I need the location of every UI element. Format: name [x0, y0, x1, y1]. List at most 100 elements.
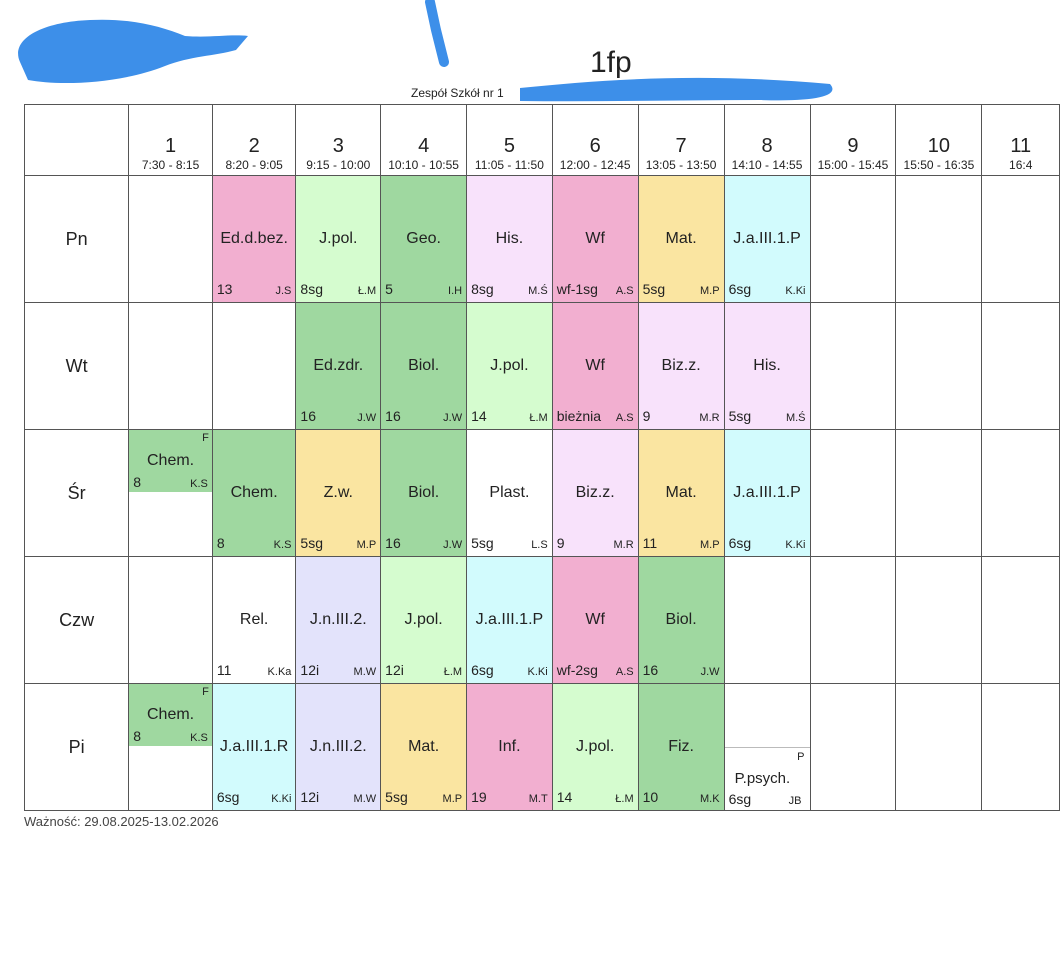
- lesson-teacher: K.S: [190, 732, 208, 744]
- lesson-block[interactable]: P P.psych. 6sg JB: [724, 747, 810, 810]
- lesson-teacher: K.Ki: [271, 793, 292, 805]
- validity-note: Ważność: 29.08.2025-13.02.2026: [24, 814, 219, 829]
- lesson-subject: Mat.: [665, 230, 697, 247]
- lesson-subject: Geo.: [406, 230, 441, 247]
- lesson-block[interactable]: J.a.III.1.P 6sg K.Ki: [724, 430, 810, 556]
- lesson-block[interactable]: Biol. 16 J.W: [381, 303, 467, 429]
- period-number: 2: [248, 135, 260, 157]
- lesson-teacher: A.S: [615, 285, 634, 297]
- lesson-block[interactable]: Mat. 11 M.P: [638, 430, 724, 556]
- day-row: Wt Ed.zdr. 16 J.W Biol. 16 J.W J.pol. 14 Ł.M Wf bie…: [23, 302, 1060, 430]
- lesson-block[interactable]: Wf bieżnia A.S: [552, 303, 638, 429]
- timetable-cell: [723, 556, 811, 684]
- timetable-cell: Ed.d.bez. 13 J.S: [211, 175, 297, 303]
- lesson-block[interactable]: Geo. 5 I.H: [381, 176, 467, 302]
- lesson-room: 12i: [385, 662, 404, 678]
- lesson-room: 8sg: [300, 281, 323, 297]
- lesson-subject: Mat.: [408, 738, 440, 755]
- lesson-room: bieżnia: [556, 408, 602, 424]
- day-row: Pi F Chem. 8 K.S J.a.III.1.R 6sg K.Ki J.n.III.2.…: [23, 683, 1060, 811]
- period-number: 3: [332, 135, 344, 157]
- lesson-block[interactable]: J.n.III.2. 12i M.W: [296, 557, 381, 683]
- lesson-teacher: Ł.M: [615, 793, 634, 805]
- timetable-cell: J.a.III.1.P 6sg K.Ki: [723, 429, 811, 557]
- timetable-cell: J.pol. 14 Ł.M: [466, 302, 553, 430]
- lesson-block[interactable]: J.a.III.1.P 6sg K.Ki: [467, 557, 552, 683]
- lesson-teacher: M.R: [613, 539, 634, 551]
- lesson-room: 5: [385, 281, 393, 297]
- lesson-teacher: M.P: [700, 539, 720, 551]
- timetable-cell: Z.w. 5sg M.P: [295, 429, 382, 557]
- lesson-teacher: M.W: [353, 666, 377, 678]
- lesson-block[interactable]: Biol. 16 J.W: [381, 430, 467, 556]
- lesson-block[interactable]: Wf wf-2sg A.S: [552, 557, 638, 683]
- timetable-cell: J.a.III.1.P 6sg K.Ki: [723, 175, 811, 303]
- lesson-teacher: A.S: [615, 412, 634, 424]
- lesson-block[interactable]: J.pol. 12i Ł.M: [381, 557, 467, 683]
- lesson-subject: Biol.: [408, 357, 440, 374]
- period-number: 9: [847, 135, 859, 157]
- lesson-block[interactable]: F Chem. 8 K.S: [129, 684, 212, 746]
- lesson-block[interactable]: F Chem. 8 K.S: [129, 430, 212, 492]
- lesson-teacher: J.W: [700, 666, 720, 678]
- lesson-block[interactable]: Mat. 5sg M.P: [638, 176, 724, 302]
- lesson-subject: Ed.d.bez.: [220, 230, 288, 247]
- period-number: 6: [589, 135, 601, 157]
- period-time: 9:15 - 10:00: [306, 158, 371, 172]
- lesson-teacher: A.S: [615, 666, 634, 678]
- lesson-teacher: L.S: [531, 539, 548, 551]
- timetable-cell: Biol. 16 J.W: [380, 429, 468, 557]
- lesson-block[interactable]: His. 5sg M.Ś: [724, 303, 810, 429]
- timetable-cell: Inf. 19 M.T: [466, 683, 553, 811]
- timetable-cell: Biz.z. 9 M.R: [637, 302, 725, 430]
- lesson-block[interactable]: Biz.z. 9 M.R: [552, 430, 638, 556]
- timetable-cell: [895, 683, 983, 811]
- lesson-block[interactable]: J.pol. 14 Ł.M: [552, 684, 638, 810]
- period-time: 8:20 - 9:05: [225, 158, 283, 172]
- timetable-cell: [809, 683, 897, 811]
- timetable-cell: [809, 175, 897, 303]
- timetable-cell: [981, 175, 1060, 303]
- lesson-subject: J.pol.: [319, 230, 358, 247]
- lesson-teacher: M.R: [699, 412, 720, 424]
- lesson-block[interactable]: Ed.zdr. 16 J.W: [296, 303, 381, 429]
- lesson-room: wf-2sg: [556, 662, 598, 678]
- lesson-room: 8sg: [471, 281, 494, 297]
- day-row: Śr F Chem. 8 K.S Chem. 8 K.S Z.w. 5sg M.P Biol. 16 J.…: [23, 429, 1060, 557]
- period-number: 1: [165, 135, 177, 157]
- lesson-room: wf-1sg: [556, 281, 598, 297]
- lesson-block[interactable]: Chem. 8 K.S: [212, 430, 296, 556]
- lesson-room: 8: [133, 728, 142, 744]
- lesson-teacher: J.W: [443, 539, 463, 551]
- period-number: 10: [927, 135, 951, 157]
- lesson-block[interactable]: Biol. 16 J.W: [638, 557, 724, 683]
- lesson-block[interactable]: Rel. 11 K.Ka: [212, 557, 296, 683]
- lesson-teacher: Ł.M: [357, 285, 377, 297]
- lesson-block[interactable]: His. 8sg M.Ś: [467, 176, 552, 302]
- period-header: 4 10:10 - 10:55: [380, 104, 468, 176]
- lesson-teacher: M.T: [528, 793, 548, 805]
- timetable-cell: Ed.zdr. 16 J.W: [295, 302, 382, 430]
- lesson-block[interactable]: Wf wf-1sg A.S: [552, 176, 638, 302]
- lesson-block[interactable]: J.a.III.1.P 6sg K.Ki: [724, 176, 810, 302]
- lesson-block[interactable]: Mat. 5sg M.P: [381, 684, 467, 810]
- lesson-block[interactable]: Ed.d.bez. 13 J.S: [212, 176, 296, 302]
- lesson-subject: J.n.III.2.: [309, 611, 367, 628]
- lesson-block[interactable]: J.pol. 14 Ł.M: [467, 303, 552, 429]
- timetable-cell: Geo. 5 I.H: [380, 175, 468, 303]
- lesson-subject: J.a.III.1.P: [733, 230, 801, 247]
- lesson-block[interactable]: Fiz. 10 M.K: [638, 684, 724, 810]
- lesson-room: 9: [642, 408, 651, 424]
- lesson-block[interactable]: J.n.III.2. 12i M.W: [296, 684, 381, 810]
- lesson-block[interactable]: Plast. 5sg L.S: [467, 430, 552, 556]
- lesson-block[interactable]: Biz.z. 9 M.R: [638, 303, 724, 429]
- lesson-block[interactable]: J.pol. 8sg Ł.M: [296, 176, 381, 302]
- period-number: 5: [503, 135, 515, 157]
- lesson-teacher: J.W: [357, 412, 377, 424]
- lesson-block[interactable]: Inf. 19 M.T: [467, 684, 552, 810]
- timetable-cell: [809, 556, 897, 684]
- timetable-cell: Wf wf-2sg A.S: [551, 556, 639, 684]
- lesson-block[interactable]: Z.w. 5sg M.P: [296, 430, 381, 556]
- lesson-room: 14: [556, 789, 573, 805]
- lesson-block[interactable]: J.a.III.1.R 6sg K.Ki: [212, 684, 296, 810]
